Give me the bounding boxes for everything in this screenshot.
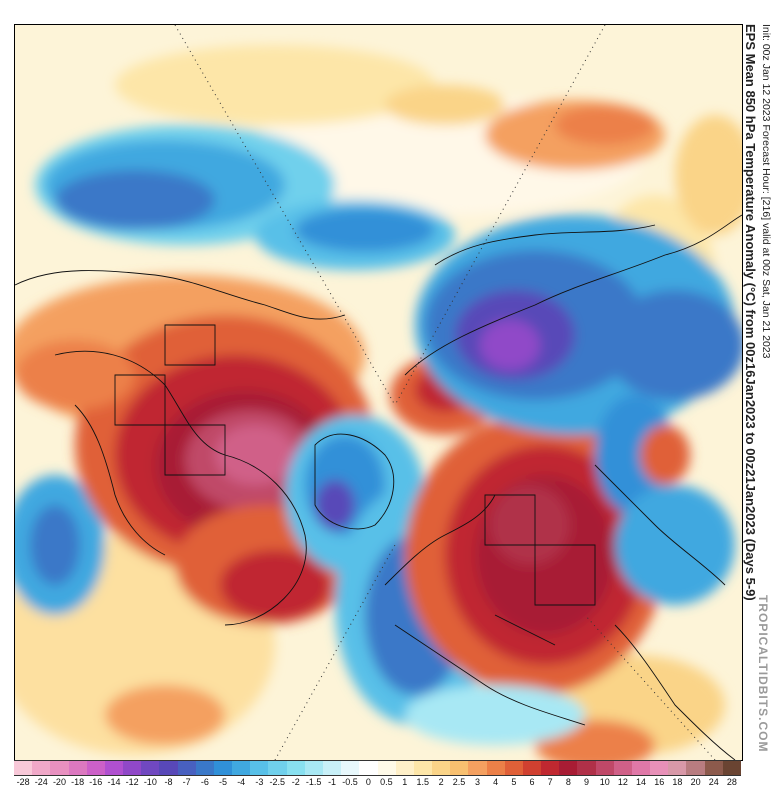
colorbar-swatch	[232, 760, 251, 776]
colorbar-label: 4	[493, 777, 499, 787]
colorbar-swatch	[341, 760, 360, 776]
colorbar-label: 0.5	[380, 777, 393, 787]
colorbar-label: 10	[599, 777, 610, 787]
colorbar-swatch	[395, 760, 415, 776]
colorbar-label: 14	[636, 777, 647, 787]
colorbar-label: 9	[584, 777, 590, 787]
colorbar-swatch	[704, 760, 724, 776]
colorbar-swatch	[268, 760, 288, 776]
title-block: EPS Mean 850 hPa Temperature Anomaly (°C…	[742, 24, 781, 759]
colorbar-swatch	[104, 760, 124, 776]
colorbar-label: 24	[708, 777, 719, 787]
colorbar-swatch	[195, 760, 215, 776]
watermark: TROPICALTIDBITS.COM	[756, 594, 770, 752]
colorbar-swatch	[68, 760, 88, 776]
colorbar-swatch	[123, 760, 142, 776]
map-title: EPS Mean 850 hPa Temperature Anomaly (°C…	[743, 24, 758, 601]
colorbar-swatch	[322, 760, 342, 776]
colorbar-label: -20	[52, 777, 66, 787]
colorbar-swatch	[14, 760, 33, 776]
colorbar-label: -2.5	[269, 777, 286, 787]
colorbar-swatch	[559, 760, 578, 776]
colorbar-swatch	[377, 760, 397, 776]
colorbar-label: -18	[71, 777, 85, 787]
colorbar-swatch	[722, 760, 742, 776]
colorbar-swatch	[613, 760, 633, 776]
colorbar-swatch	[432, 760, 451, 776]
colorbar-label: 2	[438, 777, 444, 787]
colorbar-label: -14	[107, 777, 121, 787]
colorbar-label: -1	[328, 777, 337, 787]
map-subtitle: Init: 00z Jan 12 2023 Forecast Hour: [21…	[760, 24, 772, 359]
colorbar-label: 3	[474, 777, 480, 787]
colorbar-swatch	[631, 760, 651, 776]
colorbar-swatch	[359, 760, 378, 776]
colorbar-swatch	[595, 760, 615, 776]
colorbar-label: 20	[690, 777, 701, 787]
colorbar-label: -0.5	[342, 777, 358, 787]
map-frame	[14, 24, 743, 761]
colorbar-label: -24	[34, 777, 48, 787]
colorbar-label: -3	[255, 777, 264, 787]
colorbar-swatch	[577, 760, 597, 776]
colorbar-swatch	[504, 760, 524, 776]
colorbar-label: 5	[511, 777, 517, 787]
colorbar-swatch	[413, 760, 433, 776]
colorbar-swatch	[541, 760, 560, 776]
colorbar-label: -28	[16, 777, 30, 787]
colorbar-label: -16	[89, 777, 103, 787]
colorbar-label: 6	[529, 777, 535, 787]
colorbar-label: -2	[291, 777, 300, 787]
colorbar-label: 18	[672, 777, 683, 787]
colorbar-swatch	[650, 760, 669, 776]
colorbar-swatch	[50, 760, 70, 776]
temperature-anomaly-map	[15, 25, 742, 760]
colorbar-swatch	[86, 760, 106, 776]
colorbar-label: -8	[164, 777, 173, 787]
colorbar: -28 -24 -20 -18 -16 -14 -12 -10 -8 -7 -6 -5 -4 -3 -2.5…	[14, 760, 742, 798]
colorbar-label: -5	[219, 777, 228, 787]
colorbar-swatch	[468, 760, 488, 776]
colorbar-swatch	[250, 760, 269, 776]
colorbar-swatch	[686, 760, 706, 776]
colorbar-swatch	[177, 760, 197, 776]
colorbar-swatch	[486, 760, 506, 776]
colorbar-label: 1.5	[416, 777, 429, 787]
colorbar-swatch	[522, 760, 542, 776]
colorbar-label: -4	[237, 777, 246, 787]
colorbar-label: 28	[726, 777, 737, 787]
colorbar-swatch	[450, 760, 469, 776]
colorbar-label: -12	[125, 777, 139, 787]
colorbar-label: 8	[565, 777, 571, 787]
colorbar-label: 0	[365, 777, 371, 787]
colorbar-label: 1	[402, 777, 408, 787]
colorbar-label: -10	[143, 777, 157, 787]
colorbar-label: 12	[617, 777, 628, 787]
colorbar-swatch	[304, 760, 324, 776]
colorbar-swatch	[213, 760, 233, 776]
colorbar-label: -1.5	[305, 777, 322, 787]
colorbar-swatch	[32, 760, 51, 776]
colorbar-label: 2.5	[452, 777, 466, 787]
colorbar-swatch	[286, 760, 306, 776]
colorbar-label: 16	[654, 777, 665, 787]
colorbar-label: 7	[547, 777, 553, 787]
colorbar-label: -6	[200, 777, 209, 787]
colorbar-label: -7	[182, 777, 191, 787]
colorbar-swatch	[159, 760, 179, 776]
colorbar-swatch	[668, 760, 687, 776]
colorbar-swatch	[141, 760, 160, 776]
